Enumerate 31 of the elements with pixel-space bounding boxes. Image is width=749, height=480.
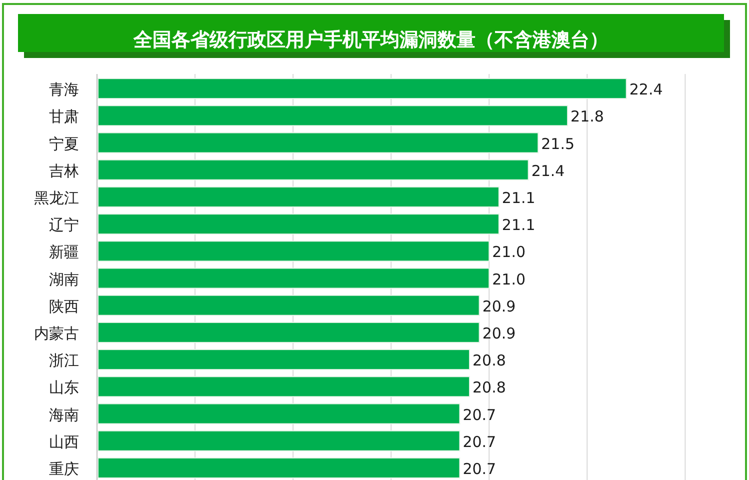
data-label: 20.7 [462,432,496,451]
data-label: 20.8 [472,378,506,397]
data-label: 22.4 [629,80,663,99]
data-label: 20.9 [482,297,516,316]
data-label: 20.9 [482,324,516,342]
y-tick-label: 陕西 [49,297,79,316]
y-tick-label: 浙江 [49,352,79,370]
data-label: 21.4 [531,162,565,180]
chart-title: 全国各省级行政区用户手机平均漏洞数量（不含港澳台） [132,29,608,51]
y-tick-label: 重庆 [49,460,79,478]
y-tick-label: 山西 [49,432,79,451]
data-label: 21.0 [492,243,526,262]
data-label: 20.8 [472,352,506,370]
data-label: 20.7 [462,460,496,478]
y-tick-label: 新疆 [49,243,79,262]
y-tick-label: 宁夏 [49,134,79,153]
y-tick-label: 青海 [49,80,79,99]
y-tick-label: 黑龙江 [34,188,79,207]
data-label: 21.1 [502,216,536,234]
y-tick-label: 湖南 [49,270,79,288]
y-tick-label: 吉林 [49,162,79,180]
data-label: 21.8 [570,108,604,126]
data-label: 20.7 [462,406,496,424]
data-label: 21.5 [541,134,575,153]
data-label: 21.1 [502,188,536,207]
y-tick-label: 甘肃 [49,108,79,126]
y-tick-label: 辽宁 [49,216,79,234]
y-tick-label: 内蒙古 [34,324,79,342]
y-tick-label: 海南 [49,406,79,424]
data-label: 21.0 [492,270,526,288]
y-tick-label: 山东 [49,378,79,397]
